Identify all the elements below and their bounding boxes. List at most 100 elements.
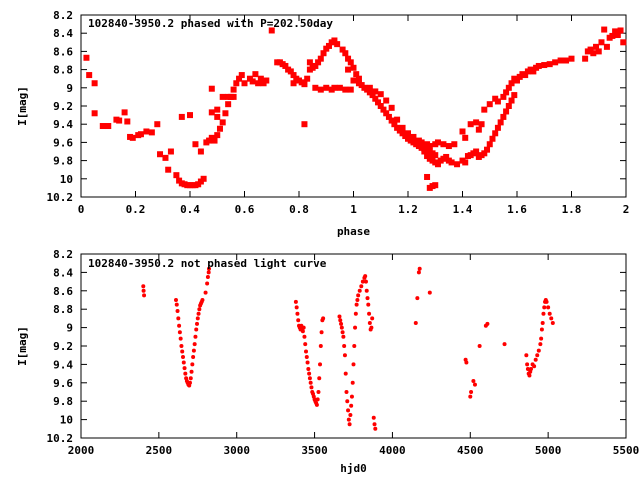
y-tick-label: 8.6: [53, 45, 73, 58]
data-point: [424, 173, 431, 180]
data-point: [148, 129, 155, 136]
data-point: [347, 59, 354, 66]
y-tick-label: 9.2: [53, 100, 73, 113]
chart-panel-2: 2000 2500 3000 3500 4000 4500 5000 5500 8.2 8.4 8.…: [16, 248, 639, 475]
data-point: [230, 86, 237, 93]
data-point: [178, 336, 183, 341]
data-point: [191, 348, 196, 353]
data-point: [612, 28, 619, 35]
x-axis-label: phase: [337, 225, 370, 238]
data-point: [124, 118, 131, 125]
data-point: [549, 316, 554, 321]
data-point: [205, 275, 210, 279]
data-point: [268, 27, 275, 34]
data-point: [546, 61, 553, 68]
data-point: [349, 394, 354, 399]
data-point: [529, 367, 534, 371]
data-point: [475, 126, 482, 133]
data-point: [214, 106, 221, 113]
data-point: [525, 367, 530, 371]
data-point: [369, 92, 376, 99]
data-point: [340, 330, 345, 335]
data-point: [316, 390, 321, 394]
data-point: [388, 104, 395, 111]
data-point: [331, 37, 338, 44]
data-point: [173, 298, 178, 302]
data-point: [179, 344, 184, 348]
data-point: [373, 426, 378, 431]
data-point: [200, 298, 205, 302]
x-tick-label: 5000: [535, 444, 562, 457]
y-tick-label: 9.6: [53, 136, 73, 149]
data-point: [196, 311, 201, 316]
data-point: [338, 318, 343, 323]
data-point: [477, 344, 482, 348]
x-tick-label: 4000: [379, 444, 406, 457]
y-tick-label: 9.8: [53, 155, 73, 168]
x-tick-label: 1.8: [562, 203, 582, 216]
data-point: [532, 364, 537, 369]
data-point: [129, 134, 136, 141]
data-point: [116, 117, 123, 124]
data-point: [365, 296, 370, 301]
data-point: [524, 353, 529, 358]
data-point: [467, 121, 474, 128]
data-point: [497, 119, 504, 126]
data-point: [377, 103, 384, 109]
data-point: [434, 139, 441, 146]
data-point: [473, 148, 480, 155]
data-point: [445, 143, 452, 150]
data-point: [552, 59, 559, 66]
data-point: [563, 57, 570, 64]
data-point: [301, 81, 308, 88]
data-point: [426, 143, 433, 150]
data-point: [356, 293, 361, 298]
chart-title: 102840-3950.2 not phased light curve: [88, 257, 327, 270]
data-point: [175, 309, 180, 314]
y-tick-label: 9: [66, 82, 73, 95]
data-point: [188, 380, 192, 385]
data-point: [208, 109, 215, 116]
data-point: [345, 55, 352, 62]
data-point: [372, 88, 379, 95]
data-point: [282, 62, 289, 69]
data-point: [603, 43, 610, 50]
data-point: [454, 161, 461, 168]
x-tick-label: 2500: [146, 444, 173, 457]
data-point: [346, 408, 351, 413]
data-point: [347, 422, 352, 427]
y-tick-label: 10.2: [47, 191, 74, 204]
y-tick-label: 8.2: [53, 248, 73, 261]
data-point: [211, 137, 218, 144]
data-point: [342, 353, 347, 358]
data-point: [348, 413, 353, 417]
data-point: [301, 121, 308, 128]
data-point: [174, 302, 179, 307]
data-point: [377, 91, 384, 98]
x-tick-label: 0.8: [289, 203, 309, 216]
data-point: [252, 71, 259, 78]
data-point: [539, 336, 544, 341]
data-point: [375, 99, 382, 106]
data-point: [352, 344, 357, 348]
y-tick-label: 9.6: [53, 377, 73, 390]
data-point: [180, 355, 185, 360]
data-points: [83, 26, 627, 191]
x-tick-label: 3500: [301, 444, 328, 457]
data-point: [295, 311, 300, 316]
data-point: [308, 380, 313, 385]
data-point: [230, 93, 237, 100]
data-point: [225, 101, 232, 108]
data-point: [167, 148, 174, 155]
data-point: [337, 314, 342, 319]
y-tick-label: 8.4: [53, 266, 73, 279]
x-tick-label: 0.2: [126, 203, 146, 216]
x-tick-label: 3000: [223, 444, 250, 457]
data-point: [542, 305, 547, 310]
data-point: [370, 316, 375, 321]
data-point: [363, 279, 368, 284]
data-point: [208, 85, 215, 92]
data-point: [91, 110, 98, 117]
x-tick-label: 0.4: [180, 203, 200, 216]
data-point: [214, 132, 221, 139]
